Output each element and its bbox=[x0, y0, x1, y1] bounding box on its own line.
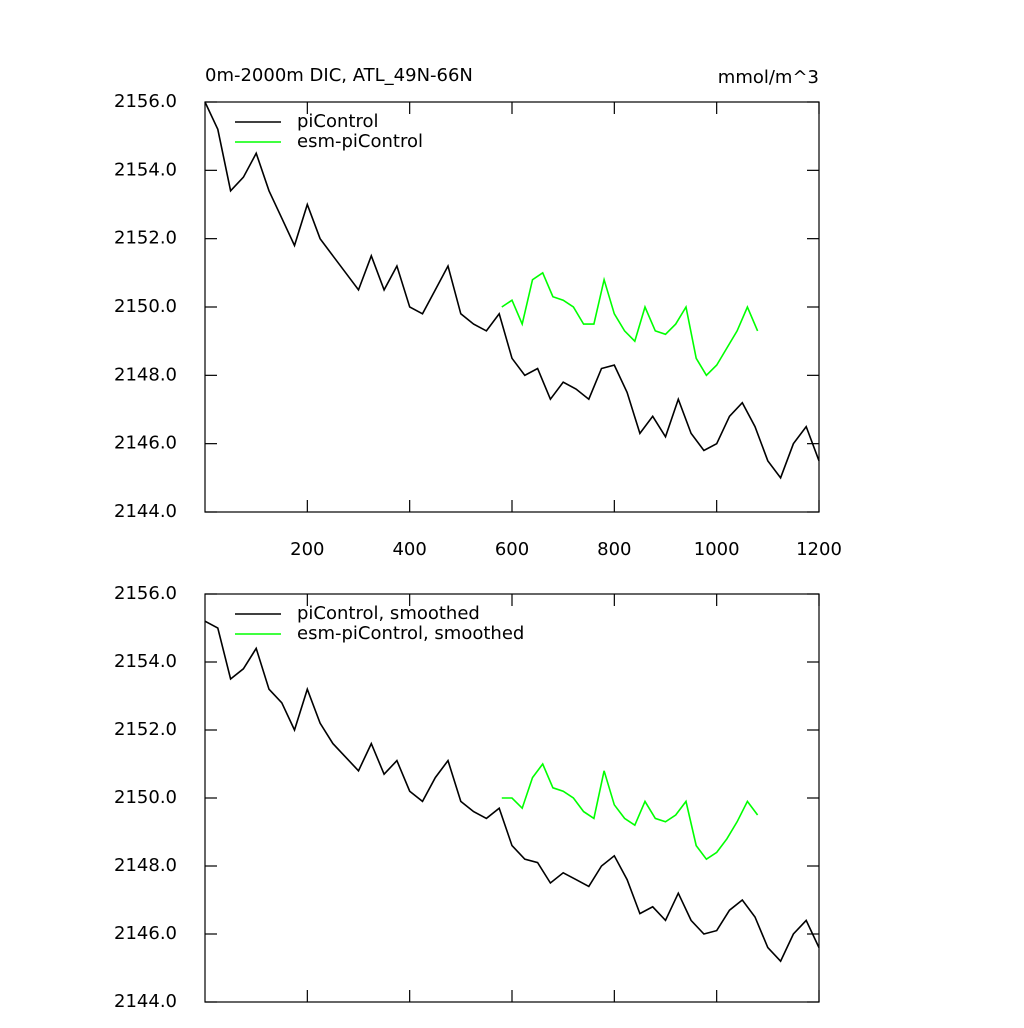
x-tick-label: 1000 bbox=[694, 539, 740, 560]
y-tick-label: 2154.0 bbox=[114, 651, 177, 672]
chart-title: 0m-2000m DIC, ATL_49N-66N bbox=[205, 65, 473, 86]
y-tick-label: 2152.0 bbox=[114, 719, 177, 740]
y-tick-label: 2148.0 bbox=[114, 364, 177, 385]
y-tick-label: 2146.0 bbox=[114, 433, 177, 454]
y-tick-label: 2156.0 bbox=[114, 583, 177, 604]
y-tick-label: 2148.0 bbox=[114, 855, 177, 876]
x-tick-label: 1200 bbox=[796, 539, 842, 560]
data-line bbox=[501, 762, 759, 861]
plot-frame bbox=[204, 101, 820, 513]
data-line bbox=[501, 271, 759, 377]
x-tick-label: 400 bbox=[392, 539, 426, 560]
x-tick-label: 200 bbox=[290, 539, 324, 560]
x-tick-label: 800 bbox=[597, 539, 631, 560]
units-label: mmol/m^3 bbox=[718, 67, 819, 88]
y-tick-label: 2156.0 bbox=[114, 91, 177, 112]
y-tick-label: 2146.0 bbox=[114, 923, 177, 944]
y-tick-label: 2144.0 bbox=[114, 501, 177, 522]
y-tick-label: 2152.0 bbox=[114, 228, 177, 249]
y-tick-label: 2150.0 bbox=[114, 296, 177, 317]
y-tick-label: 2154.0 bbox=[114, 159, 177, 180]
data-line bbox=[204, 620, 820, 963]
x-tick-label: 600 bbox=[495, 539, 529, 560]
legend-label: esm-piControl, smoothed bbox=[297, 623, 524, 644]
legend-label: piControl, smoothed bbox=[297, 603, 480, 624]
data-line bbox=[204, 101, 820, 480]
y-tick-label: 2144.0 bbox=[114, 991, 177, 1012]
legend-label: piControl bbox=[297, 111, 379, 132]
legend-label: esm-piControl bbox=[297, 131, 423, 152]
y-tick-label: 2150.0 bbox=[114, 787, 177, 808]
